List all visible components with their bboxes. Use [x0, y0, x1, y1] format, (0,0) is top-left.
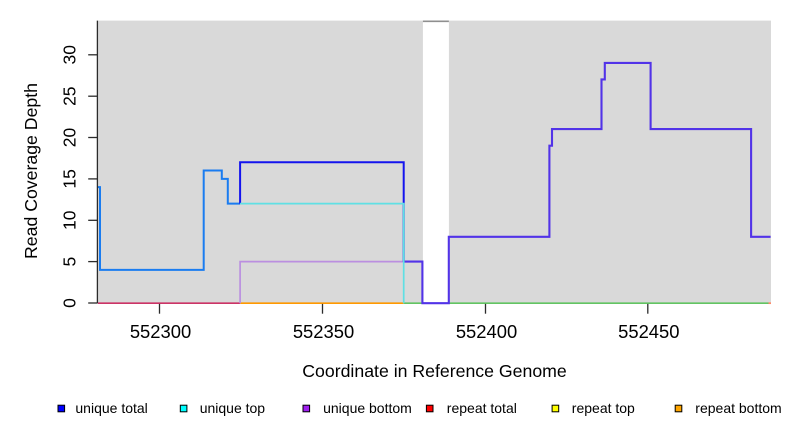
svg-text:0: 0: [60, 298, 80, 308]
svg-text:unique total: unique total: [75, 400, 147, 416]
svg-text:repeat total: repeat total: [447, 400, 517, 416]
svg-text:5: 5: [60, 257, 80, 267]
svg-text:25: 25: [60, 86, 80, 105]
svg-text:15: 15: [60, 169, 80, 188]
svg-text:Read Coverage Depth: Read Coverage Depth: [21, 83, 41, 259]
svg-text:repeat top: repeat top: [572, 400, 635, 416]
svg-text:unique top: unique top: [200, 400, 266, 416]
svg-text:Coordinate in Reference Genome: Coordinate in Reference Genome: [302, 361, 567, 381]
svg-text:552450: 552450: [618, 321, 679, 342]
svg-text:30: 30: [60, 45, 80, 65]
svg-text:552350: 552350: [293, 321, 354, 342]
svg-text:552400: 552400: [456, 321, 517, 342]
svg-text:repeat bottom: repeat bottom: [695, 400, 781, 416]
svg-text:20: 20: [60, 128, 80, 148]
svg-text:10: 10: [60, 210, 80, 230]
svg-text:unique bottom: unique bottom: [323, 400, 412, 416]
svg-text:552300: 552300: [130, 321, 191, 342]
